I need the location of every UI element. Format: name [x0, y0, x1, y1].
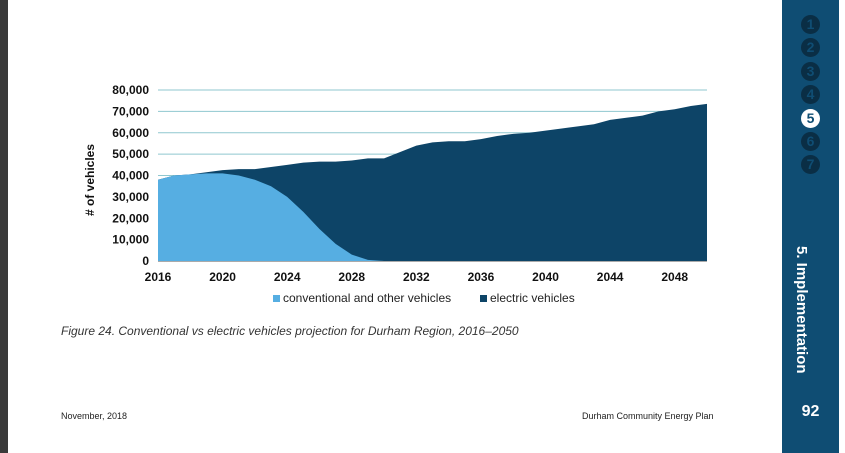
y-tick-label: 80,000	[112, 83, 149, 97]
x-tick-label: 2044	[597, 270, 624, 284]
y-tick-label: 0	[142, 254, 149, 268]
y-tick-label: 70,000	[112, 104, 149, 118]
legend-label-conventional: conventional and other vehicles	[283, 291, 452, 305]
step-4-button[interactable]: 4	[801, 85, 820, 104]
step-5-button[interactable]: 5	[801, 109, 820, 128]
step-1-button[interactable]: 1	[801, 15, 820, 34]
step-2-button[interactable]: 2	[801, 38, 820, 57]
x-tick-label: 2020	[209, 270, 236, 284]
legend-swatch-conventional	[273, 294, 280, 302]
y-tick-label: 50,000	[112, 147, 149, 161]
page-edge	[839, 0, 845, 453]
page-number: 92	[801, 403, 820, 420]
y-tick-label: 40,000	[112, 169, 149, 183]
step-3-button[interactable]: 3	[801, 62, 820, 81]
x-tick-label: 2040	[532, 270, 559, 284]
x-tick-label: 2032	[403, 270, 430, 284]
y-tick-label: 20,000	[112, 211, 149, 225]
section-sidebar: 1 2 3 4 5 6 7 5. Implementation 92	[782, 0, 839, 453]
legend-label-electric: electric vehicles	[490, 291, 575, 305]
y-tick-label: 10,000	[112, 233, 149, 247]
x-tick-label: 2016	[145, 270, 172, 284]
legend-swatch-electric	[480, 294, 487, 302]
legend-item-electric: electric vehicles	[480, 291, 575, 305]
step-6-button[interactable]: 6	[801, 132, 820, 151]
x-tick-label: 2028	[338, 270, 365, 284]
legend-item-conventional: conventional and other vehicles	[273, 291, 451, 305]
footer-document-title: Durham Community Energy Plan	[582, 411, 714, 421]
figure-caption: Figure 24. Conventional vs electric vehi…	[61, 324, 519, 338]
x-tick-label: 2024	[274, 270, 301, 284]
y-axis-ticks: 0 10,000 20,000 30,000 40,000 50,000 60,000 70,…	[112, 83, 149, 268]
x-tick-label: 2048	[661, 270, 688, 284]
footer-date: November, 2018	[61, 411, 128, 421]
y-axis-label: # of vehicles	[83, 144, 97, 216]
y-tick-label: 30,000	[112, 190, 149, 204]
x-tick-label: 2036	[468, 270, 495, 284]
y-tick-label: 60,000	[112, 126, 149, 140]
conventional-vehicles-area	[158, 173, 707, 261]
step-7-button[interactable]: 7	[801, 155, 820, 174]
x-axis-ticks: 2016 2020 2024 2028 2032 2036 2040 2044 2048	[145, 270, 689, 284]
